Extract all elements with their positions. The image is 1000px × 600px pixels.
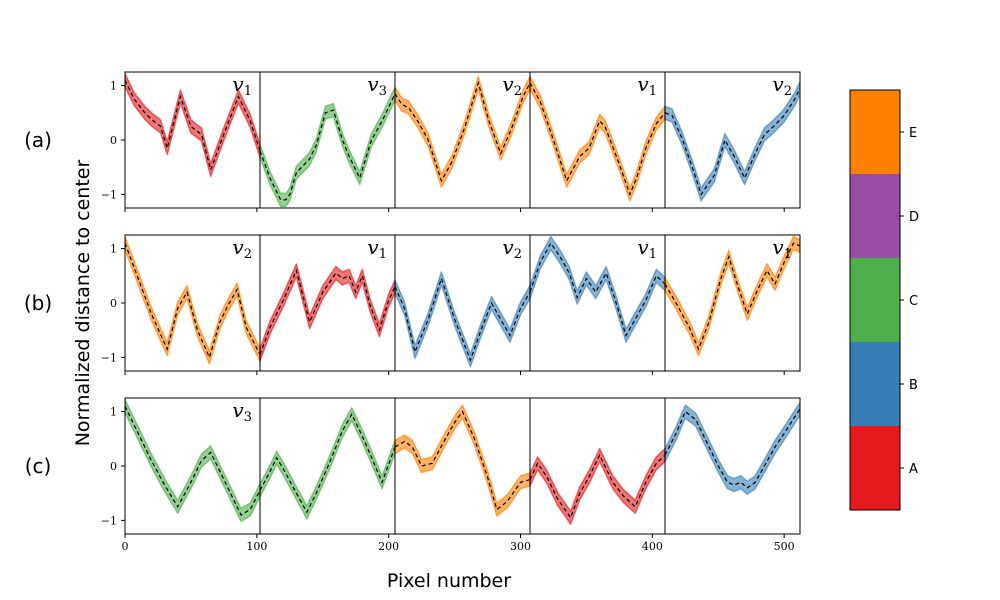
center-line — [259, 268, 396, 355]
velocity-label: v2 — [502, 72, 522, 99]
y-tick-label: 0 — [110, 460, 117, 473]
velocity-label: v1 — [637, 72, 657, 99]
velocity-label: v2 — [502, 235, 522, 262]
y-axis-label: Normalized distance to center — [72, 160, 94, 447]
velocity-label: v2 — [772, 72, 792, 99]
panel-1: v1 v3 v2 v1 v2 −1 0 1 (a) — [24, 71, 801, 212]
panels-layer: v1 v3 v2 v1 v2 −1 0 1 (a) v2 v1 v2 v1 v1 −1 0 1 (b) v3 −1 0 1… — [24, 71, 801, 553]
band-B — [664, 81, 800, 202]
colorbar-label: E — [909, 126, 917, 141]
y-tick-label: 0 — [110, 297, 117, 310]
band-B — [664, 401, 800, 496]
x-tick-label: 0 — [122, 540, 129, 553]
center-line — [394, 80, 531, 183]
colorbar-label: B — [909, 378, 918, 393]
center-line — [394, 276, 531, 362]
center-line — [664, 242, 800, 351]
colorbar-swatch-A — [850, 426, 900, 510]
x-tick-label: 100 — [246, 540, 267, 553]
center-line — [394, 410, 531, 511]
colorbar-swatch-E — [850, 90, 900, 174]
center-line — [529, 242, 666, 338]
band-E — [664, 235, 800, 357]
center-line — [125, 405, 261, 516]
colorbar-label: A — [909, 462, 918, 477]
velocity-label: v1 — [637, 235, 657, 262]
velocity-label: v1 — [772, 235, 792, 262]
y-tick-label: 0 — [110, 134, 117, 147]
panel-3: v3 −1 0 1 0 100 200 300 400 500 (c) — [25, 397, 801, 553]
colorbar-swatch-C — [850, 258, 900, 342]
velocity-label: v1 — [232, 72, 252, 99]
y-tick-label: 1 — [110, 80, 117, 93]
band-C — [259, 86, 396, 208]
y-tick-label: 1 — [110, 243, 117, 256]
center-line — [529, 453, 666, 519]
x-tick-label: 500 — [774, 540, 795, 553]
band-A — [259, 263, 396, 362]
band-E — [394, 404, 531, 517]
panel-label: (a) — [24, 128, 52, 152]
band-A — [529, 447, 666, 525]
panel-2: v2 v1 v2 v1 v1 −1 0 1 (b) — [24, 234, 801, 375]
colorbar-swatch-D — [850, 174, 900, 258]
band-B — [394, 271, 531, 368]
center-line — [259, 413, 396, 514]
colorbar-label: C — [909, 294, 918, 309]
y-tick-label: −1 — [101, 514, 117, 527]
y-tick-label: −1 — [101, 351, 117, 364]
x-axis-label: Pixel number — [387, 570, 511, 592]
colorbar-label: D — [909, 210, 919, 225]
panel-label: (c) — [25, 454, 52, 478]
x-tick-label: 200 — [378, 540, 399, 553]
colorbar: A B C D E — [849, 89, 919, 511]
panel-label: (b) — [24, 291, 52, 315]
center-line — [664, 408, 800, 489]
x-tick-label: 300 — [510, 540, 531, 553]
center-line — [125, 242, 261, 360]
velocity-label: v3 — [232, 398, 252, 425]
y-tick-label: −1 — [101, 188, 117, 201]
velocity-label: v2 — [232, 235, 252, 262]
y-tick-label: 1 — [110, 406, 117, 419]
center-line — [664, 88, 800, 196]
colorbar-swatch-B — [850, 342, 900, 426]
colorbar-frame — [849, 89, 901, 511]
x-tick-label: 400 — [642, 540, 663, 553]
velocity-label: v1 — [367, 235, 387, 262]
center-line — [125, 79, 261, 172]
velocity-label: v3 — [367, 72, 387, 99]
